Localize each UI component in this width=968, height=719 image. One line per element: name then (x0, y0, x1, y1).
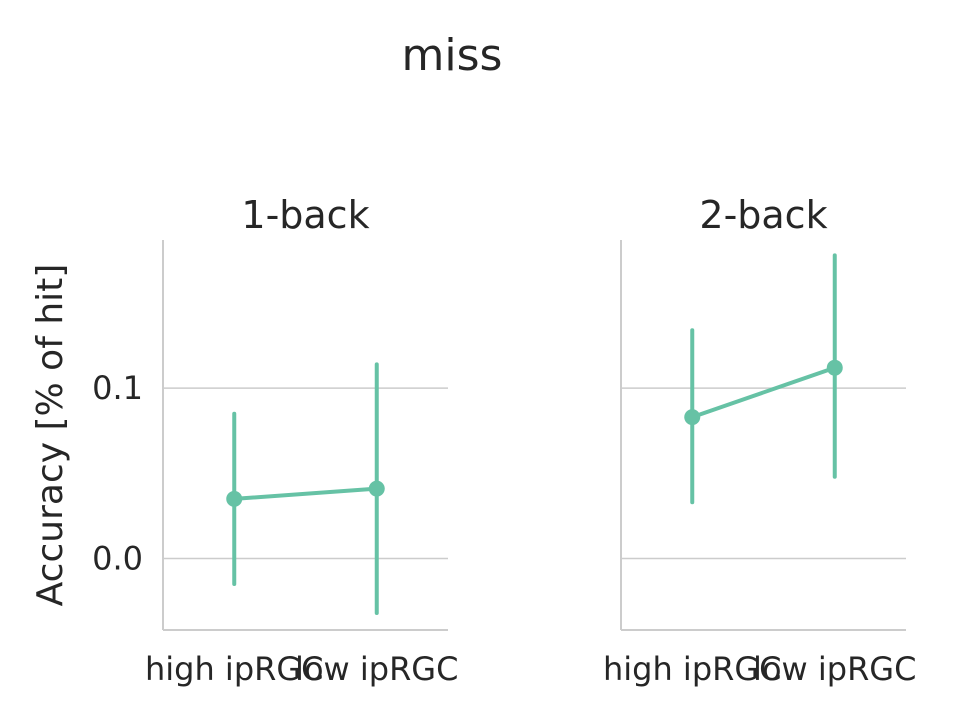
x-tick-label-2-0: high ipRGC (603, 650, 782, 688)
panel-title-1: 1-back (241, 193, 369, 237)
data-point-2-0 (684, 409, 701, 426)
series-line-1 (232, 486, 379, 501)
x-tick-label-1-0: high ipRGC (145, 650, 324, 688)
chart-title: miss (402, 30, 503, 81)
data-point-1-1 (368, 480, 385, 497)
y-axis-label: Accuracy [% of hit] (30, 264, 71, 607)
data-point-1-0 (226, 490, 243, 507)
series-line-2 (690, 365, 837, 420)
x-tick-label-1-1: low ipRGC (295, 650, 458, 688)
y-tick-label-0: 0.0 (92, 539, 143, 577)
y-tick-label-1: 0.1 (92, 369, 143, 407)
panel-title-2: 2-back (699, 193, 827, 237)
data-point-2-1 (826, 359, 843, 376)
x-tick-label-2-1: low ipRGC (753, 650, 916, 688)
